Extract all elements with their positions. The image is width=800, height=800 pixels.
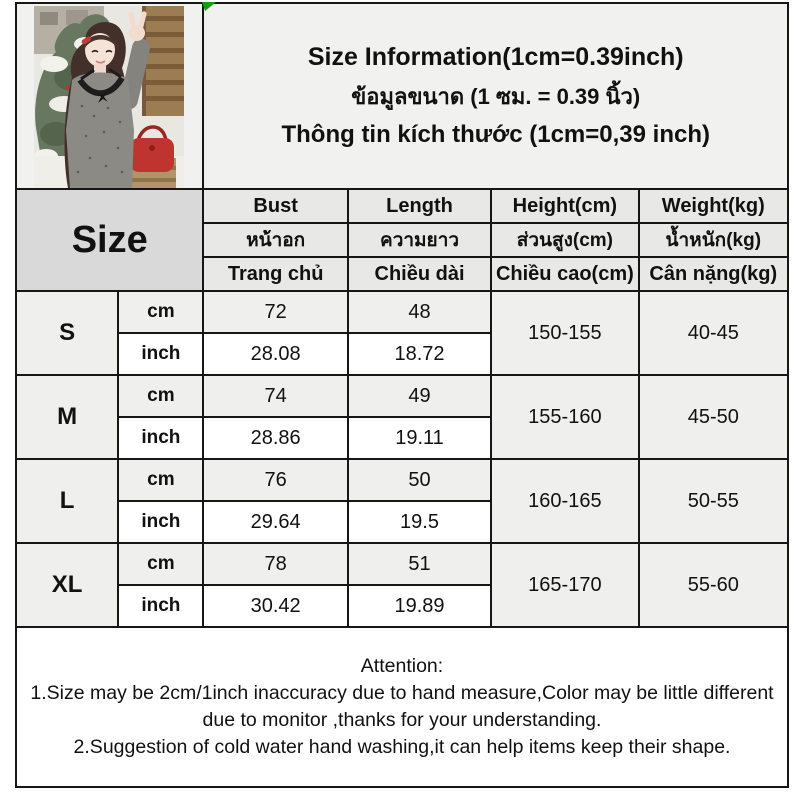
xl-height-range: 165-170 xyxy=(490,542,640,628)
s-bust-cm: 72 xyxy=(202,290,349,334)
col-length-vi: Chiều dài xyxy=(346,256,493,292)
title-english: Size Information(1cm=0.39inch) xyxy=(307,43,684,71)
m-length-cm: 49 xyxy=(346,374,493,418)
xl-weight-range: 55-60 xyxy=(637,542,790,628)
unit-inch-label: inch xyxy=(117,416,205,460)
col-weight-en: Weight(kg) xyxy=(637,188,790,224)
s-length-cm: 48 xyxy=(346,290,493,334)
xl-length-cm: 51 xyxy=(346,542,493,586)
s-length-inch: 18.72 xyxy=(346,332,493,376)
l-bust-cm: 76 xyxy=(202,458,349,502)
size-xl-label: XL xyxy=(14,542,120,628)
size-m-label: M xyxy=(14,374,120,460)
attention-note-2: 2.Suggestion of cold water hand washing,… xyxy=(73,736,731,758)
s-height-range: 150-155 xyxy=(490,290,640,376)
unit-inch-label: inch xyxy=(117,332,205,376)
photo-model xyxy=(64,11,151,187)
col-height-vi: Chiều cao(cm) xyxy=(490,256,640,292)
xl-bust-cm: 78 xyxy=(202,542,349,586)
m-length-inch: 19.11 xyxy=(346,416,493,460)
attention-box: Attention: 1.Size may be 2cm/1inch inacc… xyxy=(15,626,789,788)
m-height-range: 155-160 xyxy=(490,374,640,460)
l-length-cm: 50 xyxy=(346,458,493,502)
m-bust-inch: 28.86 xyxy=(202,416,349,460)
attention-note-1: 1.Size may be 2cm/1inch inaccuracy due t… xyxy=(30,682,774,731)
col-height-th: ส่วนสูง(cm) xyxy=(490,222,640,258)
xl-length-inch: 19.89 xyxy=(346,584,493,628)
model-photo-cell xyxy=(14,2,205,190)
photo-red-bag xyxy=(130,125,174,172)
unit-cm-label: cm xyxy=(117,290,205,334)
title-cell: Size Information(1cm=0.39inch) ข้อมูลขนา… xyxy=(202,2,789,190)
unit-inch-label: inch xyxy=(117,500,205,544)
col-weight-vi: Cân nặng(kg) xyxy=(637,256,790,292)
m-bust-cm: 74 xyxy=(202,374,349,418)
s-weight-range: 40-45 xyxy=(637,290,790,376)
m-weight-range: 45-50 xyxy=(637,374,790,460)
size-s-label: S xyxy=(14,290,120,376)
col-bust-vi: Trang chủ xyxy=(202,256,349,292)
size-l-label: L xyxy=(14,458,120,544)
title-vietnamese: Thông tin kích thước (1cm=0,39 inch) xyxy=(281,121,710,148)
l-weight-range: 50-55 xyxy=(637,458,790,544)
l-bust-inch: 29.64 xyxy=(202,500,349,544)
unit-inch-label: inch xyxy=(117,584,205,628)
size-table: Size Information(1cm=0.39inch) ข้อมูลขนา… xyxy=(14,2,790,788)
attention-heading: Attention: xyxy=(360,655,444,677)
unit-cm-label: cm xyxy=(117,458,205,502)
title-thai: ข้อมูลขนาด (1 ซม. = 0.39 นิ้ว) xyxy=(351,84,641,109)
photo-wood-shutter xyxy=(142,6,184,116)
col-height-en: Height(cm) xyxy=(490,188,640,224)
col-bust-th: หน้าอก xyxy=(202,222,349,258)
size-chart-sheet: Size Information(1cm=0.39inch) ข้อมูลขนา… xyxy=(14,2,790,788)
s-bust-inch: 28.08 xyxy=(202,332,349,376)
l-length-inch: 19.5 xyxy=(346,500,493,544)
green-corner-marker-icon xyxy=(202,2,216,11)
unit-cm-label: cm xyxy=(117,542,205,586)
col-bust-en: Bust xyxy=(202,188,349,224)
unit-cm-label: cm xyxy=(117,374,205,418)
col-length-th: ความยาว xyxy=(346,222,493,258)
model-photo xyxy=(34,6,184,187)
size-header: Size xyxy=(14,188,205,292)
xl-bust-inch: 30.42 xyxy=(202,584,349,628)
col-length-en: Length xyxy=(346,188,493,224)
col-weight-th: น้ำหนัก(kg) xyxy=(637,222,790,258)
l-height-range: 160-165 xyxy=(490,458,640,544)
